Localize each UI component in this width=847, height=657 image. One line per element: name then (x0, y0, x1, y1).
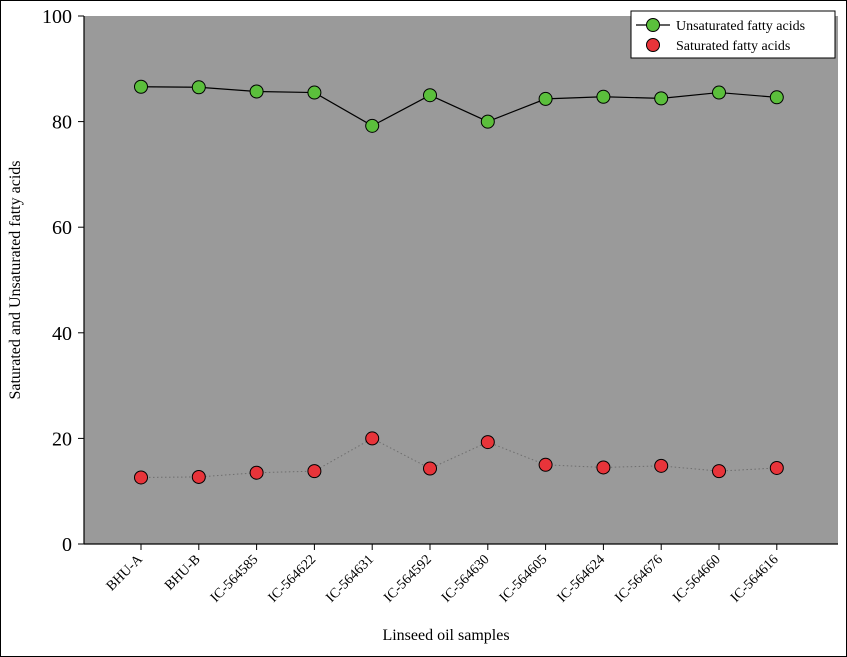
x-axis-label: Linseed oil samples (382, 627, 509, 644)
x-tick-label: IC-564676 (613, 552, 667, 606)
y-tick-label: 0 (62, 534, 72, 556)
data-point-1-1 (191, 469, 206, 484)
data-point-1-11 (769, 460, 784, 475)
legend-label-0: Unsaturated fatty acids (676, 19, 805, 34)
data-point-0-10 (712, 85, 726, 100)
data-point-0-9 (654, 91, 669, 106)
x-tick-label: IC-564622 (266, 552, 320, 606)
data-point-1-2 (249, 465, 264, 480)
data-point-1-4 (365, 431, 380, 446)
data-point-0-1 (191, 80, 206, 95)
data-point-0-6 (480, 114, 495, 129)
data-point-0-0 (134, 79, 148, 94)
data-point-0-7 (538, 91, 553, 106)
data-point-0-4 (365, 118, 380, 133)
data-point-0-8 (596, 89, 611, 104)
y-tick-label: 40 (52, 323, 72, 345)
legend: Unsaturated fatty acids Saturated fatty a… (630, 10, 836, 59)
data-point-1-8 (596, 460, 611, 475)
x-tick-label: IC-564585 (208, 552, 262, 606)
data-point-1-5 (423, 461, 437, 476)
x-tick-label: IC-564605 (497, 552, 551, 606)
data-point-0-2 (249, 84, 264, 99)
x-tick-label: IC-564592 (381, 552, 435, 606)
x-tick-label: IC-564660 (670, 552, 724, 606)
series-line-1 (140, 437, 777, 478)
legend-box (630, 10, 836, 59)
series-layer (134, 79, 784, 485)
series-line-0 (140, 86, 777, 127)
data-point-0-5 (423, 88, 437, 103)
y-tick-label: 20 (52, 428, 72, 450)
data-point-1-10 (712, 464, 726, 479)
legend-marker-0 (646, 18, 660, 32)
data-point-1-0 (134, 470, 148, 485)
x-tick-label: BHU-B (162, 552, 203, 593)
y-tick-label: 100 (42, 6, 72, 28)
x-tick-label: IC-564631 (324, 552, 378, 606)
data-point-1-3 (307, 464, 322, 479)
data-point-1-7 (538, 457, 553, 472)
data-point-0-11 (769, 90, 784, 105)
plot-area (84, 16, 838, 544)
y-axis-label: Saturated and Unsaturated fatty acids (7, 160, 24, 399)
data-point-1-6 (480, 435, 495, 450)
y-tick-label: 80 (52, 112, 72, 134)
x-tick-label: IC-564616 (728, 552, 782, 606)
legend-marker-1 (646, 38, 660, 52)
x-tick-label: IC-564624 (555, 552, 609, 606)
data-point-1-9 (654, 458, 669, 473)
x-tick-label: IC-564630 (439, 552, 493, 606)
data-point-0-3 (307, 85, 322, 100)
y-tick-label: 60 (52, 217, 72, 239)
legend-label-1: Saturated fatty acids (676, 39, 790, 54)
x-tick-label: BHU-A (104, 552, 147, 595)
